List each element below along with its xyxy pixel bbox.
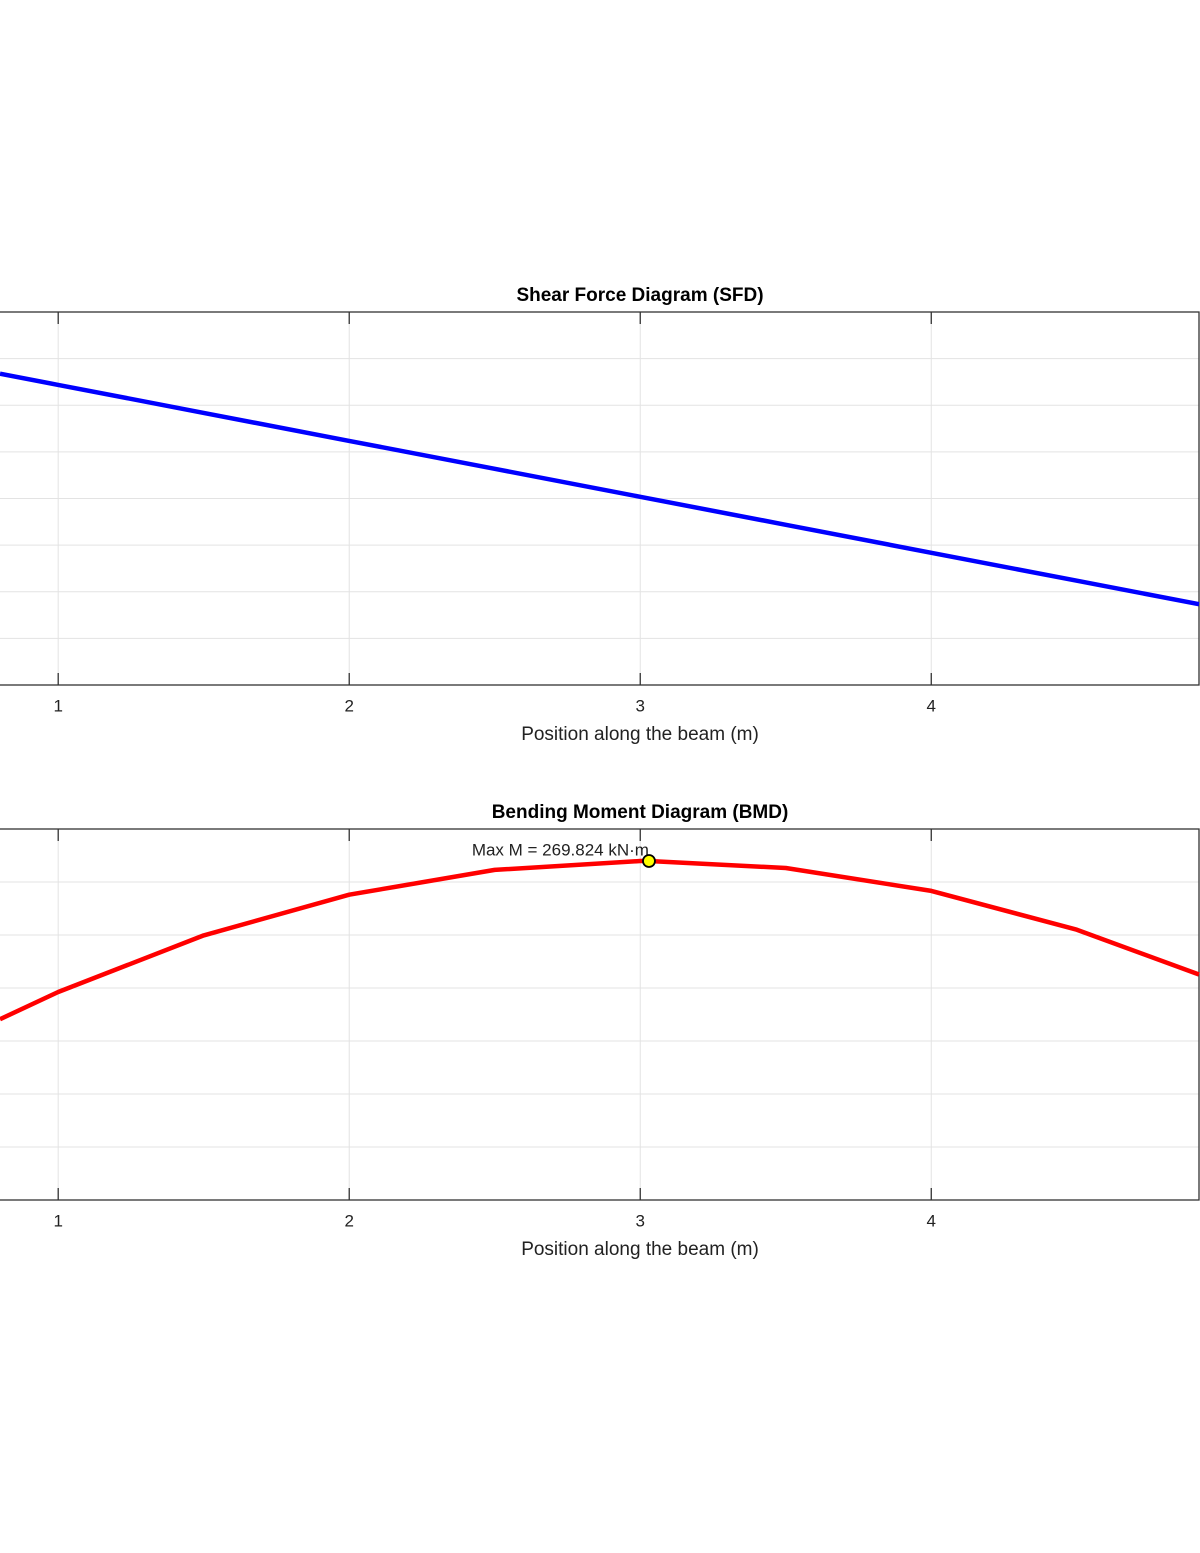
x-tick-label: 3 bbox=[636, 696, 645, 715]
x-tick-label: 1 bbox=[53, 1211, 62, 1230]
max-marker bbox=[642, 854, 656, 868]
x-tick-label: 3 bbox=[636, 1211, 645, 1230]
data-line bbox=[0, 858, 1200, 1022]
chart-title: Bending Moment Diagram (BMD) bbox=[492, 802, 789, 823]
x-axis-label: Position along the beam (m) bbox=[521, 724, 759, 745]
x-tick-label: 2 bbox=[344, 1211, 353, 1230]
x-tick-label: 4 bbox=[927, 1211, 936, 1230]
axes-box bbox=[0, 828, 1200, 1201]
data-line bbox=[0, 371, 1200, 607]
x-tick-label: 2 bbox=[344, 696, 353, 715]
x-tick-label: 4 bbox=[927, 696, 936, 715]
x-tick-label: 1 bbox=[53, 696, 62, 715]
annotation: Max M = 269.824 kN·m bbox=[472, 840, 649, 859]
x-axis-label: Position along the beam (m) bbox=[521, 1239, 759, 1260]
axes-box bbox=[0, 311, 1200, 686]
chart-title: Shear Force Diagram (SFD) bbox=[516, 285, 763, 306]
